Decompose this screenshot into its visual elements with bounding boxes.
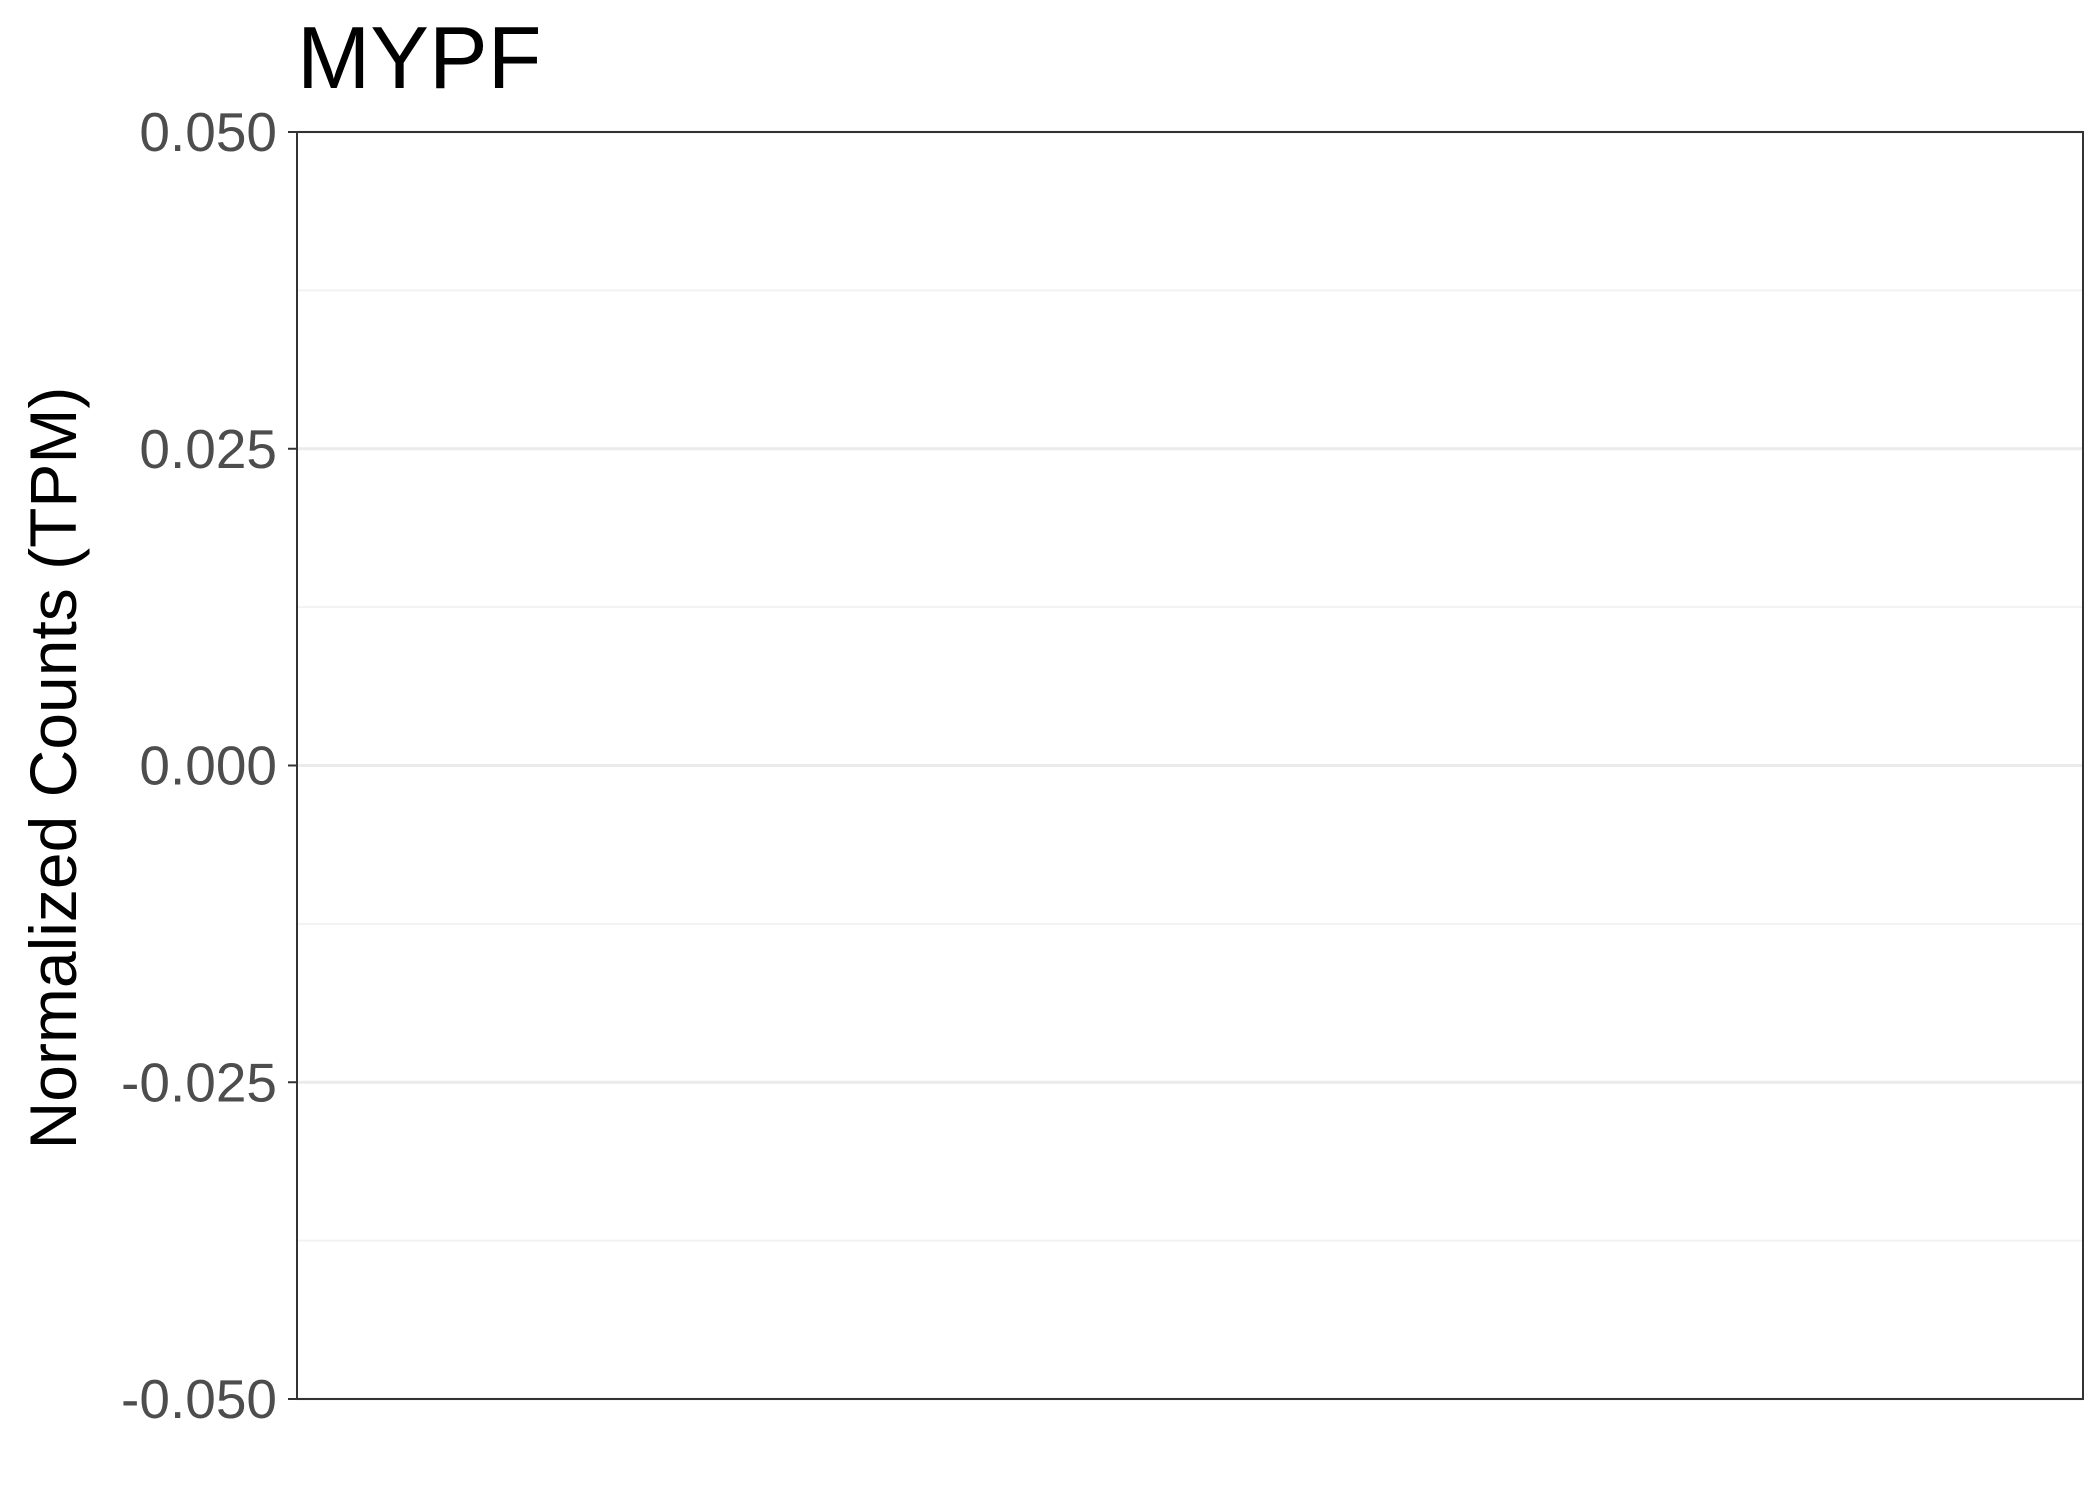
y-tick-label: -0.050	[121, 1368, 277, 1430]
y-tick-label: -0.025	[121, 1051, 277, 1113]
y-axis: -0.050 -0.025 0.000 0.025 0.050	[121, 101, 297, 1430]
y-tick-label: 0.050	[139, 101, 277, 163]
y-tick-label: 0.025	[139, 418, 277, 480]
chart-title: MYPF	[297, 8, 541, 107]
y-axis-label: Normalized Counts (TPM)	[16, 387, 90, 1150]
y-tick-label: 0.000	[139, 735, 277, 797]
panel-border	[296, 131, 2084, 1400]
